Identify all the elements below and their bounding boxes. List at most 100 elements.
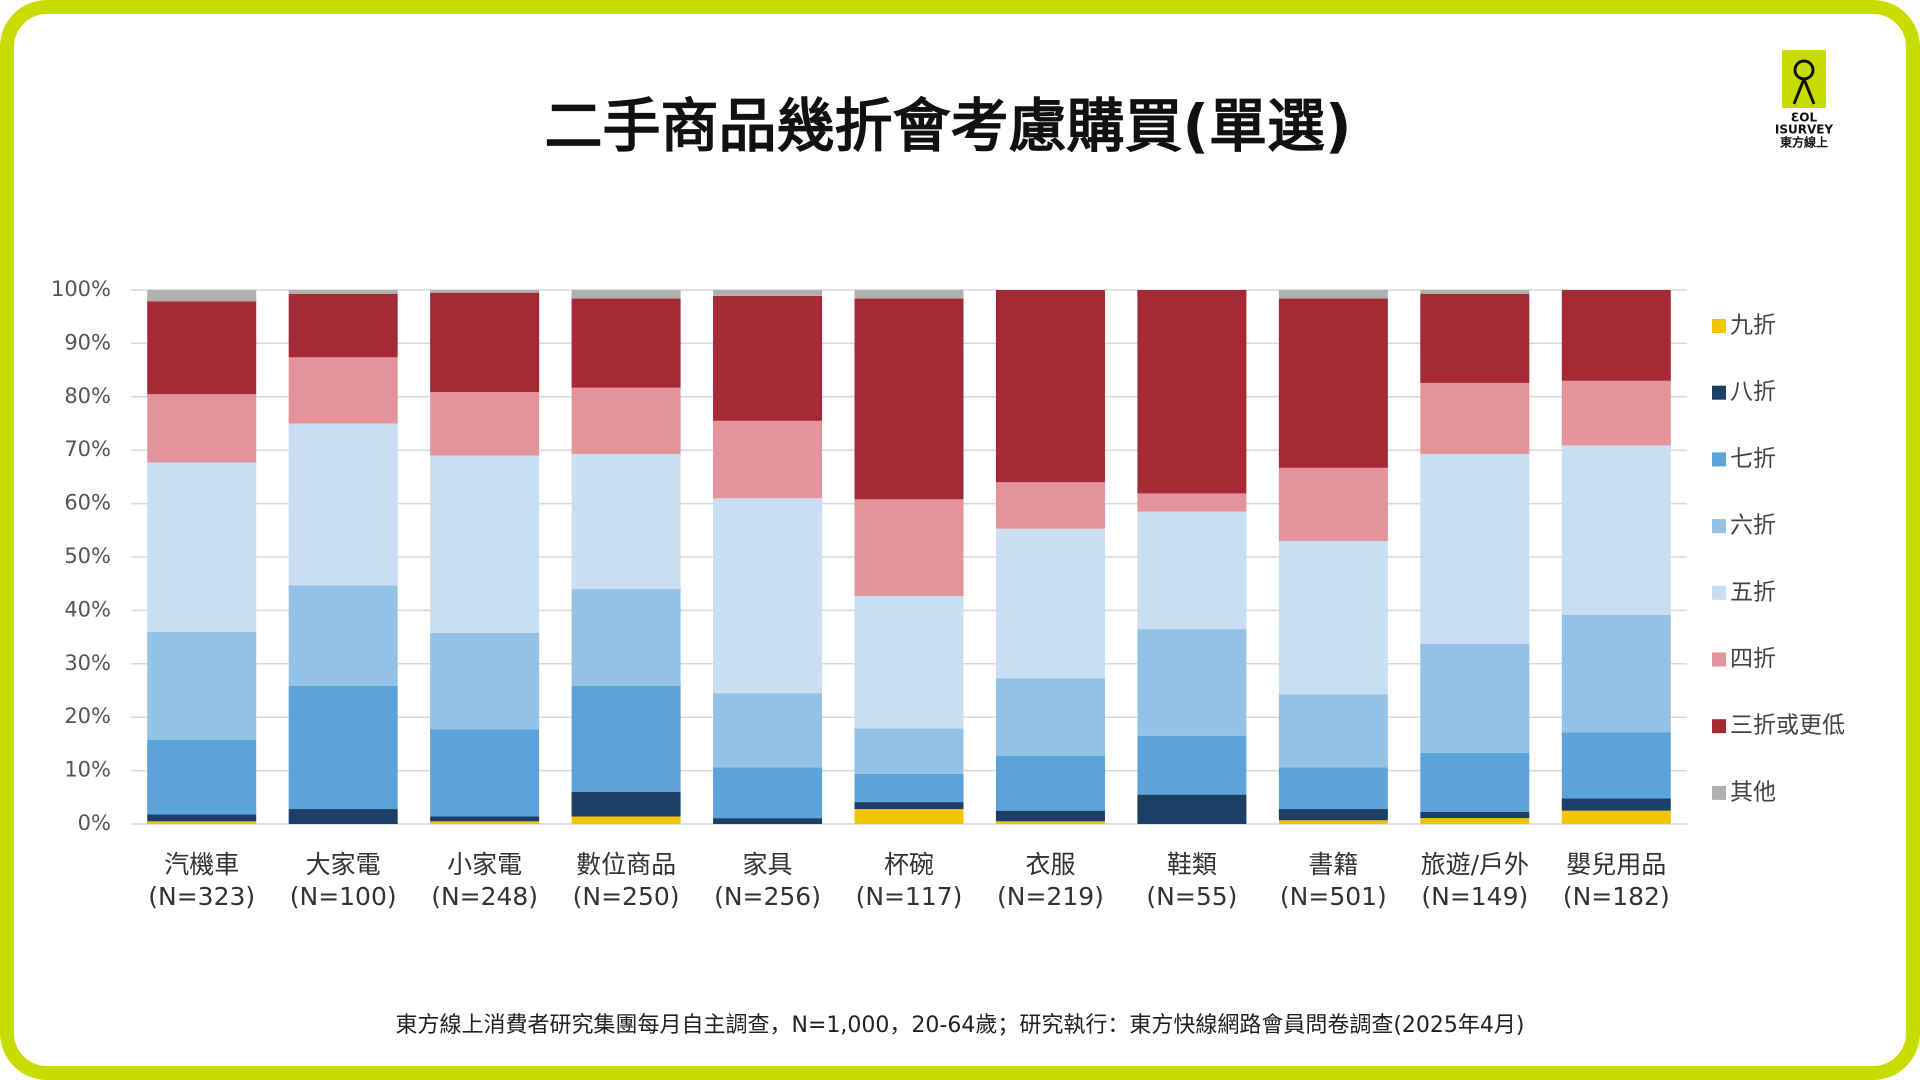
x-tick-sample: (N=100) [290,882,397,911]
bar-segment [1420,644,1530,753]
x-tick-label: 小家電 [447,850,522,879]
bar-segment [1561,380,1671,446]
x-tick-label: 衣服 [1025,850,1075,879]
x-tick-sample: (N=219) [997,882,1104,911]
x-tick-sample: (N=248) [431,882,538,911]
bar-segment [1278,467,1388,541]
bar-segment [995,482,1105,529]
bar-segment [1278,767,1388,810]
x-tick-label: 嬰兒用品 [1566,850,1666,879]
bar-segment [1278,809,1388,821]
legend-label: 五折 [1730,579,1776,605]
bar-segment [995,678,1105,756]
bar-segment [854,773,964,803]
legend-label: 八折 [1730,379,1776,405]
y-tick-label: 20% [64,704,111,728]
bar-segment [854,728,964,774]
bar-segment [571,589,681,686]
bar-segment [430,816,540,822]
x-tick-sample: (N=250) [573,882,680,911]
legend-swatch [1712,652,1726,667]
y-tick-label: 40% [64,597,111,621]
legend-label: 六折 [1730,513,1776,539]
bar-segment [147,462,257,632]
legend-label: 三折或更低 [1730,713,1845,739]
legend-swatch [1712,452,1726,467]
bar-segment [288,585,398,686]
bar-segment [854,802,964,810]
bar-segment [713,767,823,819]
y-tick-label: 50% [64,544,111,568]
x-tick-label: 數位商品 [576,850,676,879]
bar-segment [1420,290,1530,294]
y-tick-label: 100% [51,277,111,301]
bar-segment [1561,614,1671,733]
bar-segment [995,821,1105,824]
bar-segment [995,290,1105,483]
y-tick-label: 90% [64,330,111,354]
bar-segment [1561,810,1671,824]
x-tick-label: 書籍 [1308,850,1358,879]
bar-segment [1278,298,1388,468]
bar-segment [1420,382,1530,454]
bar-segment [147,301,257,395]
logo-text: 東方線上 [1780,135,1828,150]
bar-segment [854,809,964,824]
legend-label: 其他 [1730,779,1776,805]
bar-segment [147,821,257,824]
bar-segment [1137,290,1247,494]
legend-swatch [1712,519,1726,534]
legend-swatch [1712,319,1726,333]
chart-title: 二手商品幾折會考慮購買(單選) [544,92,1351,160]
bar-segment [1137,629,1247,736]
bar-segment [571,685,681,792]
legend-label: 七折 [1730,446,1776,472]
bar-segment [1137,493,1247,512]
bar-segment [288,357,398,424]
bar-segment [1137,735,1247,795]
bar-segment [1278,694,1388,768]
bar-segment [430,729,540,817]
bar-segment [1137,511,1247,630]
x-tick-label: 杯碗 [884,850,934,879]
y-tick-label: 80% [64,384,111,408]
logo: ƐOL ISURVEY 東方線上 [1775,50,1833,150]
bar-segment [571,816,681,824]
bar-segment [147,394,257,463]
x-tick-sample: (N=256) [714,882,821,911]
x-tick-sample: (N=117) [856,882,963,911]
bar-segment [854,595,964,729]
bar-segment [713,290,823,296]
bar-segment [1561,445,1671,615]
legend-swatch [1712,785,1726,800]
bar-segment [430,391,540,456]
x-tick-sample: (N=323) [148,882,255,911]
bar-segment [1420,811,1530,819]
x-tick-label: 鞋類 [1167,850,1217,879]
bar-segment [430,292,540,392]
bar-segment [995,755,1105,811]
bar-segment [430,455,540,633]
x-tick-label: 旅遊/戶外 [1421,850,1529,879]
x-tick-sample: (N=501) [1280,882,1387,911]
bar-segment [854,499,964,596]
y-tick-label: 60% [64,491,111,515]
bar-segment [288,423,398,586]
legend-swatch [1712,719,1726,734]
bar-segment [147,739,257,815]
bar-segment [854,298,964,500]
bar-segment [288,290,398,294]
bar-segment [571,298,681,388]
bar-segment [713,693,823,768]
legend-swatch [1712,585,1726,600]
x-tick-sample: (N=55) [1146,882,1237,911]
bar-segment [1561,798,1671,811]
y-tick-label: 0% [78,811,111,835]
bar-segment [1561,290,1671,381]
footnote: 東方線上消費者研究集團每月自主調查，N=1,000，20-64歲；研究執行：東方… [396,1013,1525,1038]
bar-segment [288,293,398,358]
legend-swatch [1712,385,1726,400]
bar-segment [288,809,398,824]
bar-segment [713,420,823,499]
legend-label: 四折 [1730,646,1776,672]
